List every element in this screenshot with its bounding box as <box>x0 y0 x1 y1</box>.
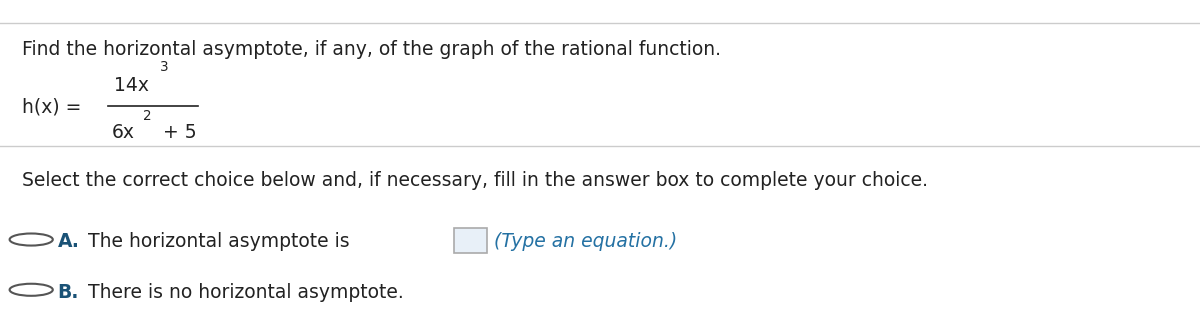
Text: 2: 2 <box>143 109 151 123</box>
Text: (Type an equation.): (Type an equation.) <box>494 232 678 251</box>
Text: A.: A. <box>58 232 79 251</box>
Circle shape <box>10 284 53 296</box>
Text: 6x: 6x <box>112 123 134 142</box>
Text: The horizontal asymptote is: The horizontal asymptote is <box>88 232 349 251</box>
Circle shape <box>10 233 53 246</box>
Text: 3: 3 <box>160 60 168 74</box>
FancyBboxPatch shape <box>454 228 487 253</box>
Text: There is no horizontal asymptote.: There is no horizontal asymptote. <box>88 283 403 302</box>
Text: h(x) =: h(x) = <box>22 98 80 117</box>
Text: 14x: 14x <box>114 76 149 95</box>
Text: + 5: + 5 <box>157 123 197 142</box>
Text: Find the horizontal asymptote, if any, of the graph of the rational function.: Find the horizontal asymptote, if any, o… <box>22 40 720 59</box>
Text: Select the correct choice below and, if necessary, fill in the answer box to com: Select the correct choice below and, if … <box>22 172 928 190</box>
Text: B.: B. <box>58 283 79 302</box>
